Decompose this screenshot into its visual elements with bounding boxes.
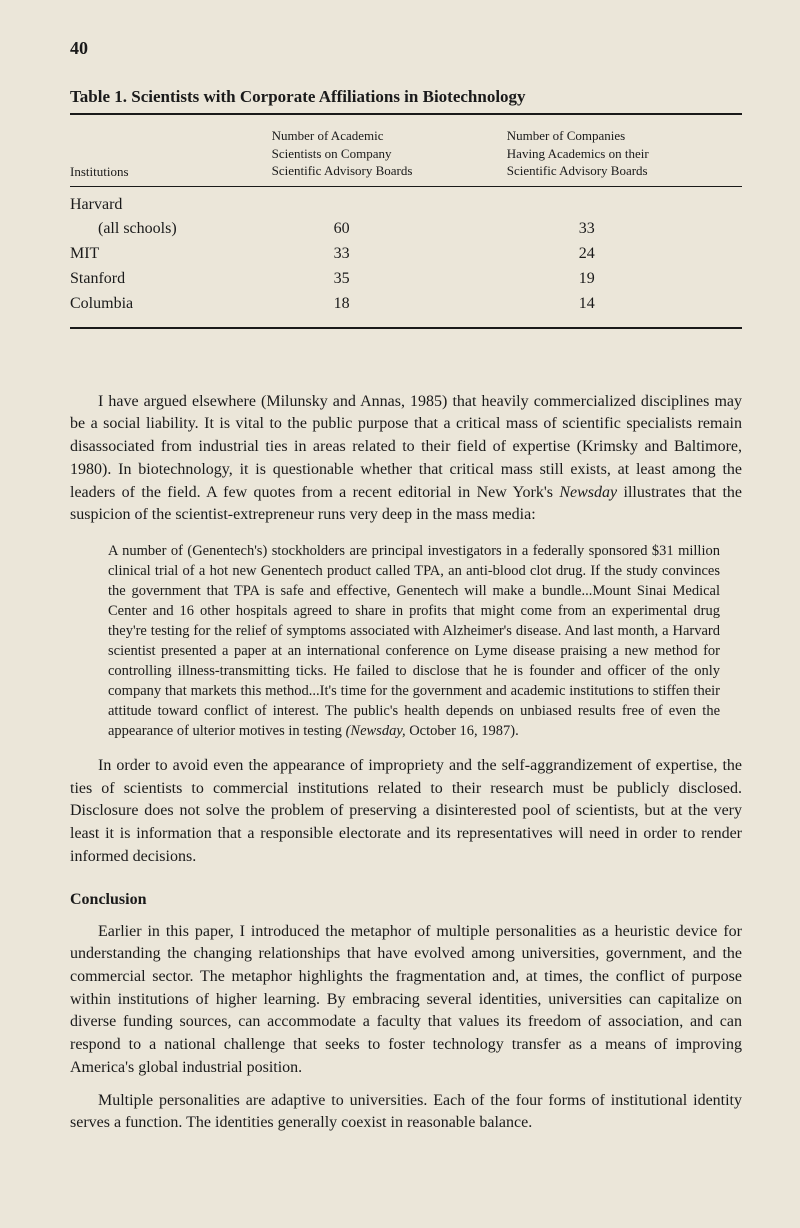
paragraph-4: Multiple personalities are adaptive to u… bbox=[70, 1090, 742, 1135]
paragraph-2: In order to avoid even the appearance of… bbox=[70, 755, 742, 869]
cell-institution: Columbia bbox=[70, 292, 272, 317]
header-col3-line3: Scientific Advisory Boards bbox=[507, 162, 742, 180]
header-col3-line1: Number of Companies bbox=[507, 127, 742, 145]
cell-scientists: 35 bbox=[272, 267, 507, 292]
para3-text: Earlier in this paper, I introduced the … bbox=[70, 923, 742, 1076]
cell-scientists: 60 bbox=[272, 217, 507, 242]
cell-institution: MIT bbox=[70, 242, 272, 267]
table-title: Table 1. Scientists with Corporate Affil… bbox=[70, 87, 742, 107]
paragraph-1: I have argued elsewhere (Milunsky and An… bbox=[70, 391, 742, 527]
header-col3-line2: Having Academics on their bbox=[507, 145, 742, 163]
table-container: Institutions Number of Academic Scientis… bbox=[70, 113, 742, 329]
cell-institution: (all schools) bbox=[70, 217, 272, 242]
table-row: Stanford3519 bbox=[70, 267, 742, 292]
page-number: 40 bbox=[70, 38, 742, 59]
cell-scientists: 33 bbox=[272, 242, 507, 267]
table-row: Harvard bbox=[70, 193, 742, 218]
table-row: (all schools)6033 bbox=[70, 217, 742, 242]
header-col3: Number of Companies Having Academics on … bbox=[507, 127, 742, 180]
cell-companies: 24 bbox=[507, 242, 742, 267]
header-col2-line1: Number of Academic bbox=[272, 127, 507, 145]
paragraph-3: Earlier in this paper, I introduced the … bbox=[70, 921, 742, 1080]
table-body: Harvard(all schools)6033MIT3324Stanford3… bbox=[70, 187, 742, 327]
table-header: Institutions Number of Academic Scientis… bbox=[70, 115, 742, 187]
header-col2-line2: Scientists on Company bbox=[272, 145, 507, 163]
table-row: Columbia1814 bbox=[70, 292, 742, 317]
header-col2: Number of Academic Scientists on Company… bbox=[272, 127, 507, 180]
cell-scientists: 18 bbox=[272, 292, 507, 317]
blockquote-italic: (Newsday, bbox=[346, 723, 406, 739]
header-col1: Institutions bbox=[70, 127, 272, 180]
cell-institution: Stanford bbox=[70, 267, 272, 292]
para2-text: In order to avoid even the appearance of… bbox=[70, 757, 742, 865]
blockquote-text-b: October 16, 1987). bbox=[406, 723, 519, 739]
cell-companies: 33 bbox=[507, 217, 742, 242]
conclusion-heading: Conclusion bbox=[70, 891, 742, 909]
blockquote: A number of (Genentech's) stockholders a… bbox=[70, 537, 742, 745]
cell-companies bbox=[507, 193, 742, 218]
cell-scientists bbox=[272, 193, 507, 218]
para1-italic: Newsday bbox=[559, 484, 617, 501]
cell-institution: Harvard bbox=[70, 193, 272, 218]
header-col2-line3: Scientific Advisory Boards bbox=[272, 162, 507, 180]
table-row: MIT3324 bbox=[70, 242, 742, 267]
para4-text: Multiple personalities are adaptive to u… bbox=[70, 1092, 742, 1132]
cell-companies: 14 bbox=[507, 292, 742, 317]
cell-companies: 19 bbox=[507, 267, 742, 292]
blockquote-text-a: A number of (Genentech's) stockholders a… bbox=[108, 543, 720, 739]
